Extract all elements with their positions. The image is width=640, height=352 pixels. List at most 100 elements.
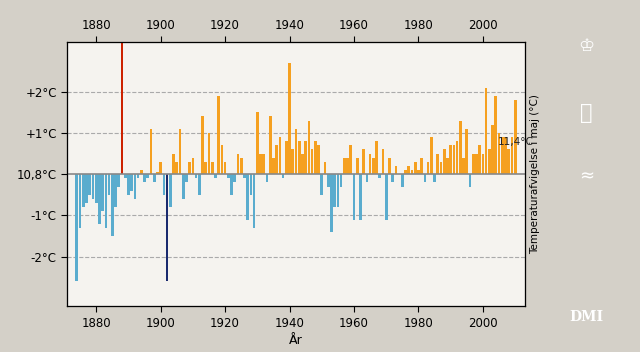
Bar [404,170,407,174]
Bar [127,174,130,195]
Bar [92,174,94,199]
Bar [446,158,449,174]
Bar [385,174,388,220]
Bar [501,137,504,174]
Bar [443,150,445,174]
Bar [262,153,265,174]
Bar [218,96,220,174]
Bar [411,170,413,174]
Bar [240,158,243,174]
Bar [311,150,314,174]
Bar [182,174,184,199]
Bar [394,166,397,174]
Bar [511,137,513,174]
Bar [353,174,355,220]
Bar [291,150,294,174]
Bar [327,174,330,187]
Bar [243,174,246,178]
Bar [514,100,516,174]
Bar [88,174,91,195]
Bar [424,174,426,182]
Bar [308,121,310,174]
Bar [465,129,468,174]
Bar [207,133,211,174]
Bar [492,125,494,174]
Bar [114,174,117,207]
Bar [120,42,124,174]
Bar [191,158,195,174]
Bar [508,150,510,174]
Bar [250,174,252,195]
Bar [356,158,358,174]
Bar [381,150,385,174]
Bar [256,112,259,174]
Bar [224,162,227,174]
Bar [169,174,172,207]
Bar [201,117,204,174]
Bar [278,137,281,174]
Bar [417,170,420,174]
Bar [401,174,404,187]
Bar [185,174,188,182]
Bar [420,158,423,174]
Bar [349,145,352,174]
Y-axis label: Temperaturafvigelse i maj (°C): Temperaturafvigelse i maj (°C) [531,94,540,254]
Bar [98,174,100,224]
Bar [124,174,127,178]
Bar [333,174,336,207]
Bar [147,174,149,178]
Bar [282,174,284,178]
Bar [246,174,249,220]
Bar [172,153,175,174]
Bar [481,153,484,174]
Bar [156,172,159,174]
Bar [85,174,88,203]
Text: ⛅: ⛅ [580,103,593,122]
Bar [301,153,304,174]
Bar [234,174,236,182]
Bar [427,162,429,174]
Bar [159,162,162,174]
Bar [378,174,381,178]
Bar [440,162,442,174]
Bar [459,121,461,174]
Text: ♔: ♔ [578,37,595,55]
Bar [436,153,439,174]
Bar [498,133,500,174]
Text: ≈: ≈ [579,167,594,185]
Bar [79,174,81,228]
Bar [143,174,146,182]
X-axis label: År: År [289,334,303,347]
Bar [150,129,152,174]
Bar [452,145,455,174]
Bar [294,129,298,174]
Bar [449,145,452,174]
Bar [288,63,291,174]
Bar [484,88,488,174]
Bar [340,174,342,187]
Bar [166,174,168,282]
Bar [140,170,143,174]
Bar [266,174,268,182]
Bar [391,174,394,182]
Text: 11,4°C: 11,4°C [497,137,533,147]
Bar [111,174,114,236]
Bar [163,174,165,195]
Bar [414,162,417,174]
Bar [131,174,133,191]
Bar [108,174,111,195]
Bar [365,174,368,182]
Bar [504,137,507,174]
Bar [76,174,78,282]
Bar [314,141,317,174]
Bar [372,158,374,174]
Bar [362,150,365,174]
Bar [462,158,465,174]
Bar [375,141,378,174]
Bar [117,174,120,187]
Bar [227,174,230,178]
Bar [188,162,191,174]
Bar [104,174,108,228]
Bar [272,158,275,174]
Bar [478,145,481,174]
